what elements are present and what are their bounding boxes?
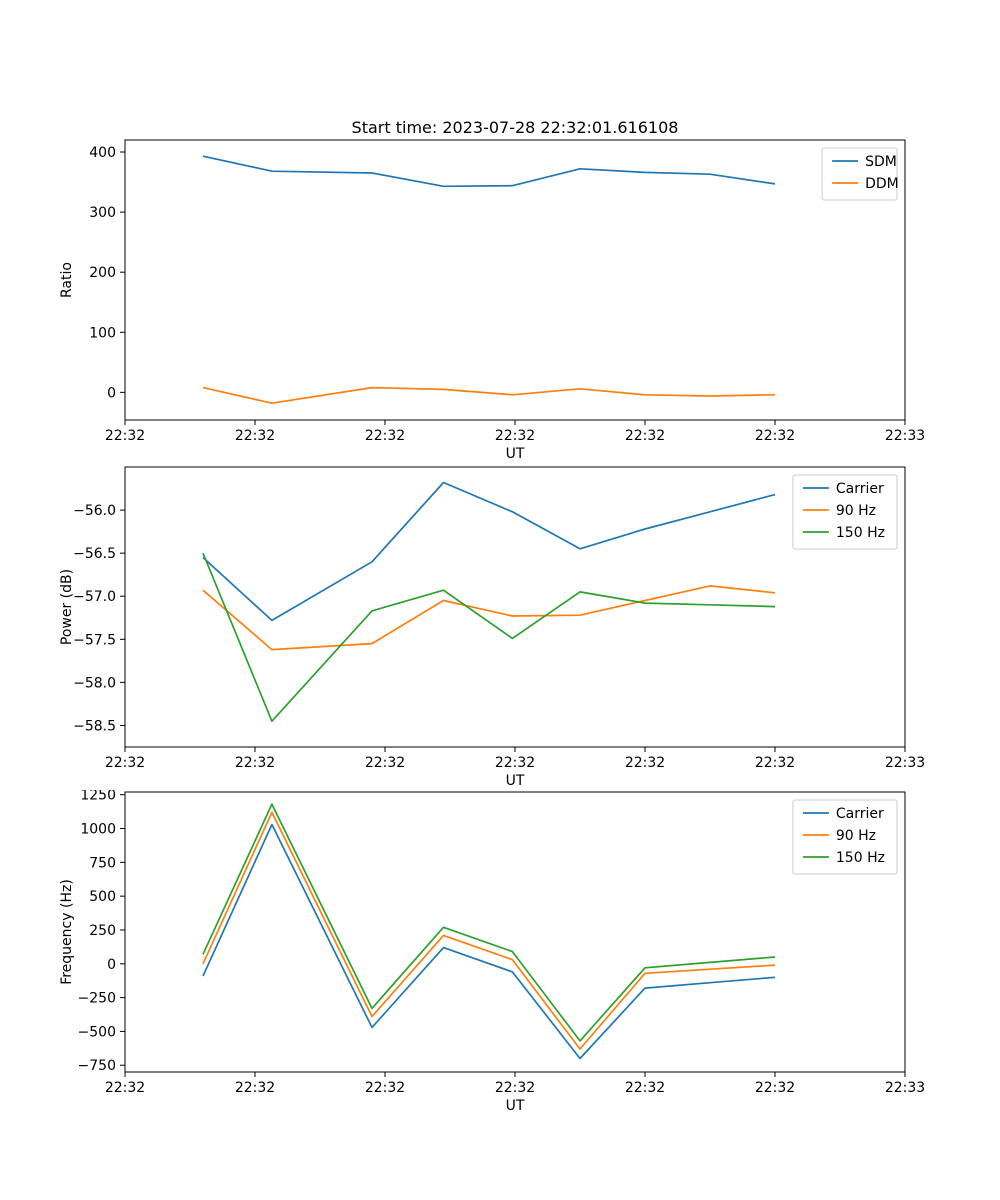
- x-tick-label: 22:32: [235, 428, 275, 444]
- y-tick-label: 0: [107, 385, 116, 401]
- x-tick-label: 22:32: [365, 428, 405, 444]
- series-line-150-hz: [202, 803, 776, 1042]
- series-line-carrier: [202, 823, 776, 1060]
- legend-label: Carrier: [836, 806, 884, 822]
- legend-label: 90 Hz: [836, 503, 876, 519]
- y-tick-label: −57.0: [73, 589, 116, 605]
- x-tick-label: 22:32: [105, 755, 145, 771]
- legend-label: SDM: [865, 154, 897, 170]
- y-tick-label: 0: [107, 957, 116, 973]
- y-tick-label: 200: [89, 265, 116, 281]
- plot-frame: [124, 139, 906, 421]
- series-line-150-hz: [202, 552, 776, 723]
- x-tick-label: 22:32: [625, 428, 665, 444]
- y-axis-label: Ratio: [59, 262, 75, 298]
- plot-frame: [124, 791, 906, 1073]
- y-tick-label: −58.0: [73, 675, 116, 691]
- y-tick-label: −750: [78, 1058, 116, 1074]
- y-tick-label: 750: [89, 855, 116, 871]
- y-tick-label: 400: [89, 145, 116, 161]
- legend-label: DDM: [865, 176, 899, 192]
- series-line-90-hz: [202, 811, 776, 1050]
- y-tick-label: −58.5: [73, 718, 116, 734]
- x-axis-label: UT: [506, 446, 525, 460]
- x-tick-label: 22:32: [755, 1080, 795, 1096]
- x-tick-label: 22:32: [105, 428, 145, 444]
- y-tick-label: −56.0: [73, 503, 116, 519]
- y-tick-label: 100: [89, 325, 116, 341]
- y-tick-label: −250: [78, 991, 116, 1007]
- series-line-ddm: [202, 386, 776, 405]
- x-tick-label: 22:32: [495, 1080, 535, 1096]
- x-tick-label: 22:32: [755, 428, 795, 444]
- x-axis-label: UT: [506, 773, 525, 789]
- x-tick-label: 22:33: [885, 1080, 925, 1096]
- x-tick-label: 22:32: [625, 755, 665, 771]
- y-tick-label: 1250: [80, 790, 116, 804]
- series-line-90-hz: [202, 585, 776, 651]
- legend-label: 150 Hz: [836, 525, 885, 541]
- y-tick-label: −500: [78, 1024, 116, 1040]
- y-tick-label: −56.5: [73, 546, 116, 562]
- x-tick-label: 22:32: [365, 1080, 405, 1096]
- x-axis-label: UT: [506, 1098, 525, 1114]
- x-tick-label: 22:32: [235, 1080, 275, 1096]
- y-tick-label: 250: [89, 923, 116, 939]
- legend-box: [792, 474, 898, 550]
- plot-frame: [124, 466, 906, 748]
- frequency-chart: 22:32 22:32 22:32 22:32 22:32 22:32 22:33 −750 −…: [59, 790, 925, 1114]
- legend-label: 150 Hz: [836, 850, 885, 866]
- legend-label: Carrier: [836, 481, 884, 497]
- legend-box: [792, 799, 898, 875]
- y-tick-label: −57.5: [73, 632, 116, 648]
- x-tick-label: 22:32: [495, 755, 535, 771]
- y-axis-label: Frequency (Hz): [59, 879, 75, 985]
- y-axis-label: Power (dB): [59, 569, 75, 645]
- y-tick-label: 500: [89, 889, 116, 905]
- x-tick-label: 22:32: [495, 428, 535, 444]
- x-tick-label: 22:33: [885, 428, 925, 444]
- series-line-carrier: [202, 481, 776, 622]
- x-tick-label: 22:32: [365, 755, 405, 771]
- y-tick-label: 300: [89, 205, 116, 221]
- x-tick-label: 22:32: [235, 755, 275, 771]
- series-line-sdm: [202, 155, 776, 188]
- power-chart: 22:32 22:32 22:32 22:32 22:32 22:32 22:33 −58.5…: [59, 466, 925, 789]
- x-tick-label: 22:32: [105, 1080, 145, 1096]
- ratio-chart: 22:32 22:32 22:32 22:32 22:32 22:32 22:33 0 100 2…: [59, 139, 925, 460]
- x-tick-label: 22:32: [755, 755, 795, 771]
- x-tick-label: 22:33: [885, 755, 925, 771]
- x-tick-label: 22:32: [625, 1080, 665, 1096]
- legend-label: 90 Hz: [836, 828, 876, 844]
- y-tick-label: 1000: [80, 822, 116, 838]
